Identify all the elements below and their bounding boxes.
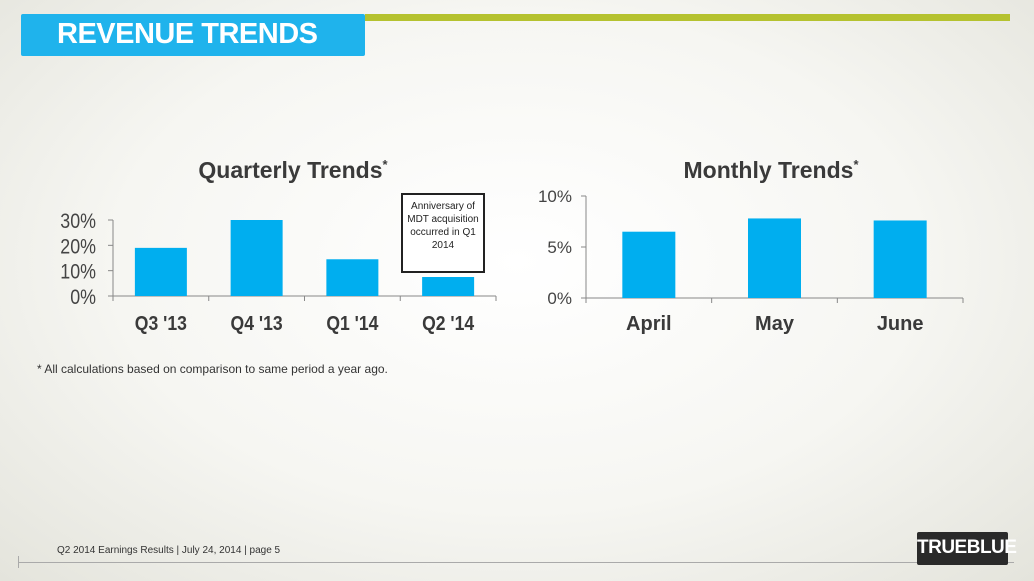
slide-title: REVENUE TRENDS bbox=[57, 18, 318, 50]
monthly-category-label: June bbox=[877, 313, 924, 335]
monthly-category-label: May bbox=[755, 313, 795, 335]
accent-line bbox=[365, 14, 1010, 21]
quarterly-y-tick-label: 10% bbox=[60, 260, 96, 284]
monthly-category-label: April bbox=[626, 313, 672, 335]
quarterly-chart-title: Quarterly Trends* bbox=[198, 157, 388, 183]
quarterly-category-label: Q1 '14 bbox=[326, 312, 379, 334]
title-banner: REVENUE TRENDS bbox=[21, 14, 365, 56]
mdt-annotation-box: Anniversary of MDT acquisition occurred … bbox=[401, 193, 485, 273]
quarterly-y-tick-label: 0% bbox=[70, 286, 96, 310]
monthly-y-tick-label: 10% bbox=[538, 187, 572, 206]
logo-text: TRUEBLUE bbox=[917, 537, 1017, 558]
quarterly-category-label: Q3 '13 bbox=[135, 312, 187, 334]
quarterly-y-tick-label: 20% bbox=[60, 235, 96, 259]
quarterly-category-label: Q2 '14 bbox=[422, 312, 475, 334]
monthly-y-tick-label: 0% bbox=[547, 289, 572, 308]
monthly-bar bbox=[622, 231, 676, 298]
quarterly-bar bbox=[422, 277, 475, 296]
mdt-annotation-text: Anniversary of MDT acquisition occurred … bbox=[407, 201, 479, 251]
footer-rule bbox=[18, 562, 1014, 563]
quarterly-y-tick-label: 30% bbox=[60, 210, 96, 234]
footnote: * All calculations based on comparison t… bbox=[37, 362, 388, 376]
footer-text: Q2 2014 Earnings Results | July 24, 2014… bbox=[57, 545, 281, 556]
quarterly-bar bbox=[134, 247, 187, 296]
monthly-bar bbox=[873, 220, 927, 298]
monthly-y-tick-label: 5% bbox=[547, 238, 572, 257]
quarterly-category-label: Q4 '13 bbox=[231, 312, 283, 334]
trueblue-logo: TRUEBLUE bbox=[917, 532, 1017, 565]
accent-line-bar bbox=[365, 14, 1010, 21]
monthly-chart-title: Monthly Trends* bbox=[683, 157, 859, 183]
monthly-bar bbox=[748, 218, 801, 298]
quarterly-bar bbox=[326, 259, 379, 296]
quarterly-bar bbox=[230, 220, 283, 296]
